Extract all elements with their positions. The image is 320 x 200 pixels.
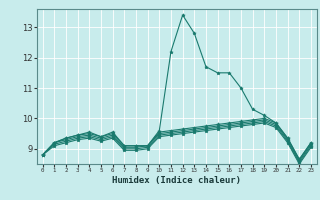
X-axis label: Humidex (Indice chaleur): Humidex (Indice chaleur) (112, 176, 241, 185)
